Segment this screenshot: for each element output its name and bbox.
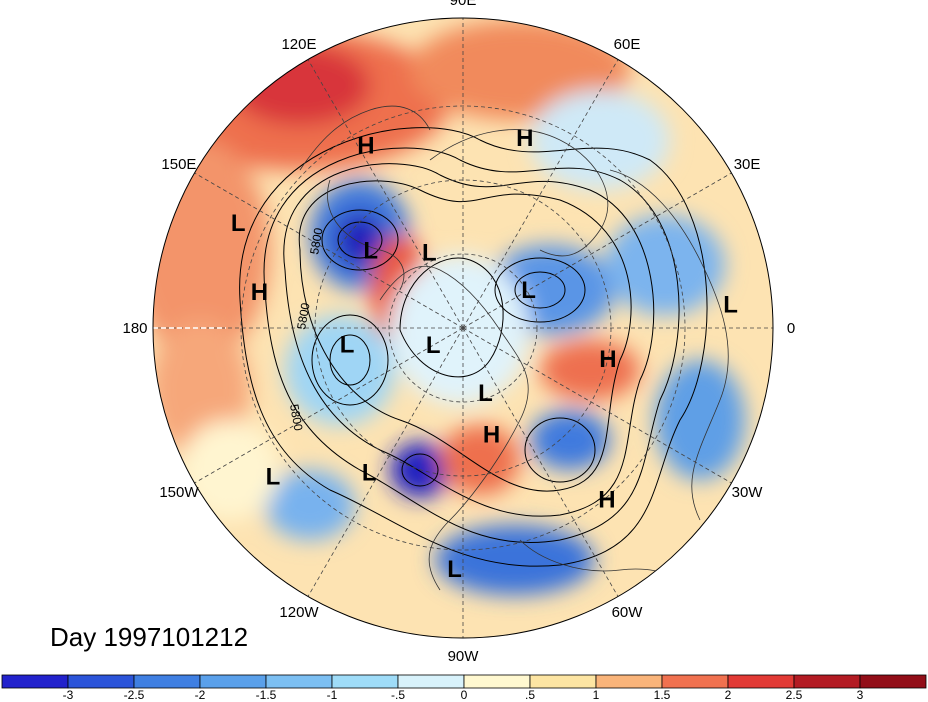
meridian-line bbox=[307, 59, 464, 329]
longitude-label: 30W bbox=[732, 484, 764, 501]
longitude-label: 30E bbox=[734, 156, 761, 173]
colorbar-tick-label: 1.5 bbox=[654, 688, 671, 702]
colorbar-swatch bbox=[463, 674, 531, 689]
low-pressure-marker: L bbox=[723, 292, 738, 319]
colorbar-swatch bbox=[529, 674, 597, 689]
graticule bbox=[153, 18, 773, 638]
meridian-line bbox=[307, 327, 464, 597]
colorbar-tick-label: 3 bbox=[857, 688, 864, 702]
longitude-label: 90E bbox=[450, 0, 477, 9]
high-pressure-marker: H bbox=[483, 421, 500, 448]
longitude-label: 150E bbox=[161, 156, 196, 173]
low-pressure-marker: L bbox=[362, 459, 377, 486]
low-pressure-marker: L bbox=[521, 277, 536, 304]
low-pressure-marker: L bbox=[363, 238, 378, 265]
longitude-label: 120W bbox=[279, 604, 319, 621]
low-pressure-marker: L bbox=[231, 210, 246, 237]
colorbar-swatch bbox=[661, 674, 729, 689]
contour-labels: 5800 5800 5800 bbox=[287, 226, 326, 432]
contour-label: 5800 bbox=[294, 301, 312, 330]
meridian-line bbox=[462, 327, 619, 597]
colorbar-tick-label: 2 bbox=[725, 688, 732, 702]
meridian-line bbox=[194, 172, 464, 329]
longitude-label: 60W bbox=[612, 604, 644, 621]
colorbar-tick-label: .5 bbox=[525, 688, 535, 702]
colorbar-swatch bbox=[199, 674, 267, 689]
day-label: Day 1997101212 bbox=[50, 622, 248, 652]
meridian-line bbox=[194, 327, 464, 484]
low-pressure-marker: L bbox=[422, 239, 437, 266]
high-pressure-marker: H bbox=[598, 487, 615, 514]
contour-label: 5800 bbox=[307, 226, 325, 255]
meridian-line bbox=[462, 172, 732, 329]
longitude-label: 60E bbox=[614, 36, 641, 53]
colorbar: -3 -2.5 -2 -1.5 -1 -.5 0 .5 1 1.5 2 2.5 3 bbox=[1, 674, 927, 702]
meridian-line bbox=[462, 59, 619, 329]
low-pressure-marker: L bbox=[426, 332, 441, 359]
colorbar-tick-label: -2.5 bbox=[124, 688, 145, 702]
colorbar-swatch bbox=[1, 674, 69, 689]
low-pressure-marker: L bbox=[447, 556, 462, 583]
longitude-label: 180 bbox=[122, 320, 147, 337]
colorbar-swatch bbox=[397, 674, 465, 689]
colorbar-swatch bbox=[595, 674, 663, 689]
low-pressure-marker: L bbox=[340, 331, 355, 358]
longitude-label: 90W bbox=[448, 648, 480, 665]
longitude-label: 150W bbox=[159, 484, 199, 501]
colorbar-tick-label: -1 bbox=[327, 688, 338, 702]
colorbar-tick-label: -.5 bbox=[391, 688, 405, 702]
longitude-labels: 90E 60E 30E 0 30W 60W 90W 120W 150W 180 150E 120E bbox=[122, 0, 795, 665]
colorbar-swatch bbox=[793, 674, 861, 689]
colorbar-tick-label: 0 bbox=[461, 688, 468, 702]
colorbar-tick-label: -2 bbox=[195, 688, 206, 702]
contour-label: 5800 bbox=[287, 403, 305, 432]
colorbar-swatch bbox=[727, 674, 795, 689]
longitude-label: 120E bbox=[281, 36, 316, 53]
low-pressure-marker: L bbox=[478, 380, 493, 407]
colorbar-tick-label: -1.5 bbox=[256, 688, 277, 702]
high-pressure-marker: H bbox=[599, 346, 616, 373]
colorbar-swatch bbox=[133, 674, 201, 689]
colorbar-tick-label: 1 bbox=[593, 688, 600, 702]
meridian-line bbox=[462, 327, 732, 484]
map-boundary bbox=[152, 17, 774, 639]
colorbar-swatch bbox=[67, 674, 135, 689]
colorbar-swatch bbox=[331, 674, 399, 689]
high-pressure-marker: H bbox=[357, 133, 374, 160]
colorbar-swatch bbox=[859, 674, 927, 689]
high-pressure-marker: H bbox=[516, 125, 533, 152]
longitude-label: 0 bbox=[787, 320, 795, 337]
colorbar-swatch bbox=[265, 674, 333, 689]
colorbar-tick-label: 2.5 bbox=[786, 688, 803, 702]
low-pressure-marker: L bbox=[266, 463, 281, 490]
high-pressure-marker: H bbox=[251, 279, 268, 306]
colorbar-tick-label: -3 bbox=[63, 688, 74, 702]
